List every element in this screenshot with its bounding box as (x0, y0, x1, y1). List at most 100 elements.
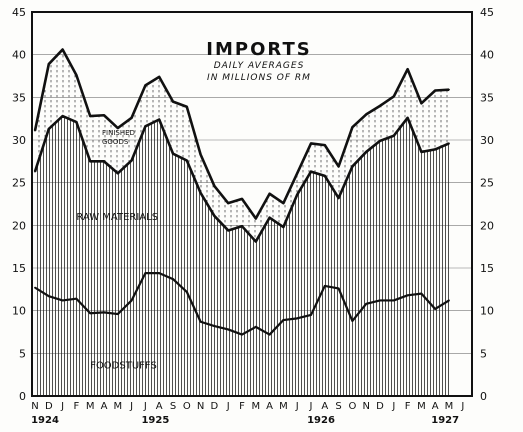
x-tick-label: J (391, 401, 395, 412)
data-point (158, 118, 161, 121)
chart-subtitle-line-1: DAILY AVERAGES (214, 61, 305, 71)
y-tick-label-left: 45 (12, 6, 26, 19)
x-tick-label: S (170, 401, 176, 412)
data-point (199, 192, 202, 194)
data-point (185, 290, 188, 293)
y-tick-label-right: 25 (480, 177, 494, 190)
data-point (227, 328, 230, 331)
data-point (337, 197, 340, 199)
data-point (89, 115, 92, 118)
data-point (130, 116, 133, 119)
plot-frame (31, 11, 473, 397)
data-point (365, 113, 368, 116)
data-point (351, 165, 354, 168)
data-point (144, 272, 147, 275)
data-point (296, 172, 299, 175)
data-point (103, 114, 105, 117)
data-point (103, 311, 105, 314)
data-point (34, 170, 36, 173)
data-point (213, 215, 216, 217)
y-tick-label-left: 10 (12, 305, 26, 318)
data-point (47, 128, 50, 130)
series-label: RAW MATERIALS (76, 212, 158, 223)
data-point (116, 172, 119, 175)
data-point (282, 202, 285, 205)
data-point (130, 159, 133, 162)
y-tick-label-right: 45 (480, 6, 494, 19)
data-point (61, 299, 64, 302)
y-tick-label-left: 35 (12, 91, 26, 104)
x-tick-label: F (405, 401, 411, 412)
x-tick-label: J (60, 401, 64, 412)
data-point (158, 75, 161, 78)
data-point (323, 285, 326, 287)
data-point (448, 299, 450, 302)
data-point (434, 148, 437, 151)
data-point (351, 126, 354, 129)
data-point (172, 100, 174, 103)
data-point (379, 104, 381, 107)
x-tick-label: S (335, 401, 341, 412)
x-tick-label: J (295, 401, 299, 412)
x-tick-label: J (460, 401, 464, 412)
y-tick-label-left: 30 (12, 134, 26, 147)
data-point (310, 170, 312, 173)
data-point (254, 325, 257, 328)
data-point (185, 105, 188, 108)
series-label: FOODSTUFFS (90, 361, 157, 372)
data-point (47, 295, 50, 298)
data-point (75, 297, 78, 300)
data-point (337, 287, 340, 290)
data-point (158, 272, 161, 275)
data-point (268, 216, 271, 219)
data-point (296, 193, 299, 196)
chart-title-block: IMPORTS DAILY AVERAGES IN MILLIONS OF RM (206, 39, 311, 83)
data-point (75, 74, 78, 77)
data-point (310, 142, 312, 145)
data-point (61, 48, 64, 51)
data-point (337, 165, 340, 168)
data-point (213, 325, 216, 327)
data-point (130, 299, 133, 302)
data-point (296, 317, 299, 320)
data-point (379, 299, 381, 302)
data-point (365, 151, 368, 153)
year-label: 1924 (31, 415, 59, 426)
right-y-axis-labels: 0 5 10 15 20 25 30 35 40 45 (480, 6, 494, 403)
x-tick-label: N (362, 401, 369, 412)
data-point (434, 89, 437, 92)
y-tick-label-left: 15 (12, 262, 26, 275)
data-point (420, 102, 423, 105)
x-tick-label: D (376, 401, 384, 412)
x-tick-label: A (266, 401, 273, 412)
data-point (254, 217, 257, 220)
y-tick-label-right: 0 (480, 390, 487, 403)
data-point (61, 115, 64, 118)
y-tick-label-left: 0 (19, 390, 26, 403)
year-label: 1925 (141, 415, 169, 426)
data-point (420, 292, 423, 295)
x-tick-label: M (113, 401, 122, 412)
y-tick-label-right: 35 (480, 91, 494, 104)
x-tick-label: J (226, 401, 230, 412)
data-point (310, 314, 312, 316)
data-point (199, 320, 202, 323)
x-tick-label: A (432, 401, 439, 412)
y-tick-label-right: 10 (480, 305, 494, 318)
y-tick-label-right: 40 (480, 49, 494, 62)
data-point (365, 302, 368, 305)
data-point (282, 226, 285, 228)
data-point (199, 153, 202, 156)
data-point (89, 160, 92, 163)
data-point (172, 278, 174, 280)
x-tick-label: D (211, 401, 219, 412)
y-tick-label-left: 5 (19, 347, 26, 360)
chart-subtitle-line-2: IN MILLIONS OF RM (207, 73, 311, 83)
y-tick-label-right: 30 (480, 134, 494, 147)
x-tick-label: F (74, 401, 80, 412)
data-point (379, 139, 381, 142)
data-point (75, 121, 78, 123)
data-point (392, 95, 395, 98)
